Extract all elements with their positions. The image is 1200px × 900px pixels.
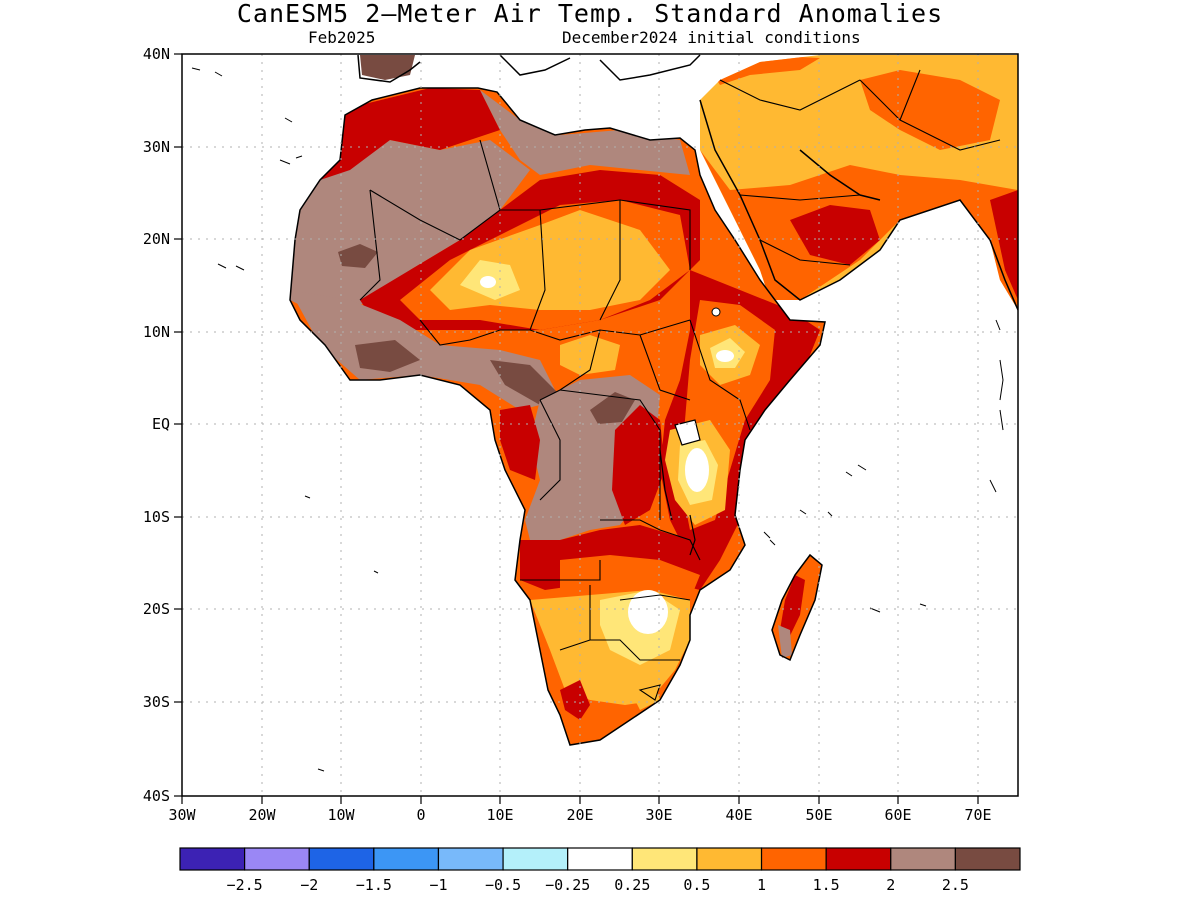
botswana-white-core xyxy=(628,590,668,634)
arabia-dark-red xyxy=(790,205,880,265)
map-title: CanESM5 2—Meter Air Temp. Standard Anoma… xyxy=(236,0,944,28)
lon-label: 50E xyxy=(805,806,832,824)
colorbar-swatch xyxy=(696,847,763,871)
nigeria-dark-brown xyxy=(490,360,560,405)
colorbar-swatch xyxy=(437,847,504,871)
lon-label: 40E xyxy=(725,806,752,824)
colorbar-label: 2 xyxy=(886,876,895,894)
country-borders xyxy=(359,69,1001,701)
colorbar-label: 1.5 xyxy=(813,876,840,894)
tanzania-white-core xyxy=(685,448,709,492)
colorbar-label: −0.25 xyxy=(545,876,590,894)
lon-label: 20E xyxy=(566,806,593,824)
lon-label: 10W xyxy=(327,806,355,824)
persian-gulf-coast xyxy=(799,149,881,201)
colorbar-label: −0.5 xyxy=(485,876,521,894)
lat-label: 30S xyxy=(143,693,170,711)
africa-coastline xyxy=(289,87,826,746)
lake-tanganyika xyxy=(659,449,673,521)
sahara-brown-north xyxy=(480,90,690,175)
lon-label: 70E xyxy=(964,806,991,824)
forecast-month: Feb2025 xyxy=(308,28,376,47)
colorbar-swatch xyxy=(890,847,956,871)
colorbar-swatch xyxy=(631,847,698,871)
lon-label: 60E xyxy=(884,806,911,824)
congo-dark-brown xyxy=(590,392,635,424)
lat-label: 20S xyxy=(143,600,170,618)
west-coast-brown xyxy=(290,290,560,410)
colorbar-label: −2 xyxy=(300,876,318,894)
colorbar-swatch xyxy=(954,847,1021,871)
lat-label: EQ xyxy=(152,415,170,433)
small-islands xyxy=(191,67,1004,772)
colorbar-swatch xyxy=(567,847,633,871)
map-frame xyxy=(181,53,1019,797)
lat-label: 30N xyxy=(143,138,170,156)
guinea-dark-brown xyxy=(355,340,420,372)
lat-label: 40S xyxy=(143,787,170,805)
namibia-dark-red xyxy=(560,680,590,720)
colorbar-label: −1.5 xyxy=(356,876,392,894)
latitude-labels: 40N 30N 20N 10N EQ 10S 20S 30S 40S xyxy=(143,45,170,805)
lon-label: 30E xyxy=(645,806,672,824)
lake-tana xyxy=(711,307,721,317)
map-gridlines xyxy=(182,54,1018,796)
colorbar-label: −1 xyxy=(429,876,447,894)
lon-label: 10E xyxy=(486,806,513,824)
lat-label: 10S xyxy=(143,508,170,526)
congo-dark-red xyxy=(612,405,665,525)
europe-coastline xyxy=(357,54,701,83)
colorbar-label: 2.5 xyxy=(942,876,969,894)
lon-label: 30W xyxy=(168,806,196,824)
zambia-orange xyxy=(560,555,700,600)
colorbar-swatch xyxy=(179,847,246,871)
colorbar-swatch xyxy=(373,847,440,871)
colorbar-swatch xyxy=(244,847,310,871)
ethiopia-white-core xyxy=(716,350,734,362)
colorbar-swatch xyxy=(308,847,375,871)
colorbar-label: 0.5 xyxy=(683,876,710,894)
iberia-dark-brown xyxy=(360,55,415,80)
madagascar-brown xyxy=(778,625,792,658)
colorbar-swatch xyxy=(502,847,569,871)
axis-ticks xyxy=(174,53,979,804)
colorbar-label: 0.25 xyxy=(614,876,650,894)
colorbar-swatch xyxy=(760,847,827,871)
initial-conditions: December2024 initial conditions xyxy=(562,28,861,47)
colorbar-swatch xyxy=(825,847,892,871)
colorbar-label: −2.5 xyxy=(227,876,263,894)
iran-orange xyxy=(860,70,1000,150)
car-light-orange xyxy=(560,335,620,375)
madagascar-dark-red xyxy=(780,575,805,640)
niger-white-core xyxy=(480,276,496,288)
lat-label: 20N xyxy=(143,230,170,248)
sahara-brown-west xyxy=(290,140,530,320)
lake-victoria xyxy=(674,419,701,446)
lat-label: 10N xyxy=(143,323,170,341)
india-dark-red xyxy=(990,190,1018,300)
lesotho-light-orange xyxy=(630,685,660,710)
colorbar-label: 1 xyxy=(757,876,766,894)
mauritania-dark-brown xyxy=(338,244,378,268)
lake-malawi xyxy=(689,514,696,556)
lon-label: 20W xyxy=(248,806,276,824)
lon-label: 0 xyxy=(416,806,425,824)
north-dark-red-band xyxy=(320,88,500,180)
longitude-labels: 30W 20W 10W 0 10E 20E 30E 40E 50E 60E 70… xyxy=(168,806,991,824)
colorbar: −2.5 −2 −1.5 −1 −0.5 −0.25 0.25 0.5 1 1.5 2 2.5 xyxy=(179,847,1021,894)
lat-label: 40N xyxy=(143,45,170,63)
